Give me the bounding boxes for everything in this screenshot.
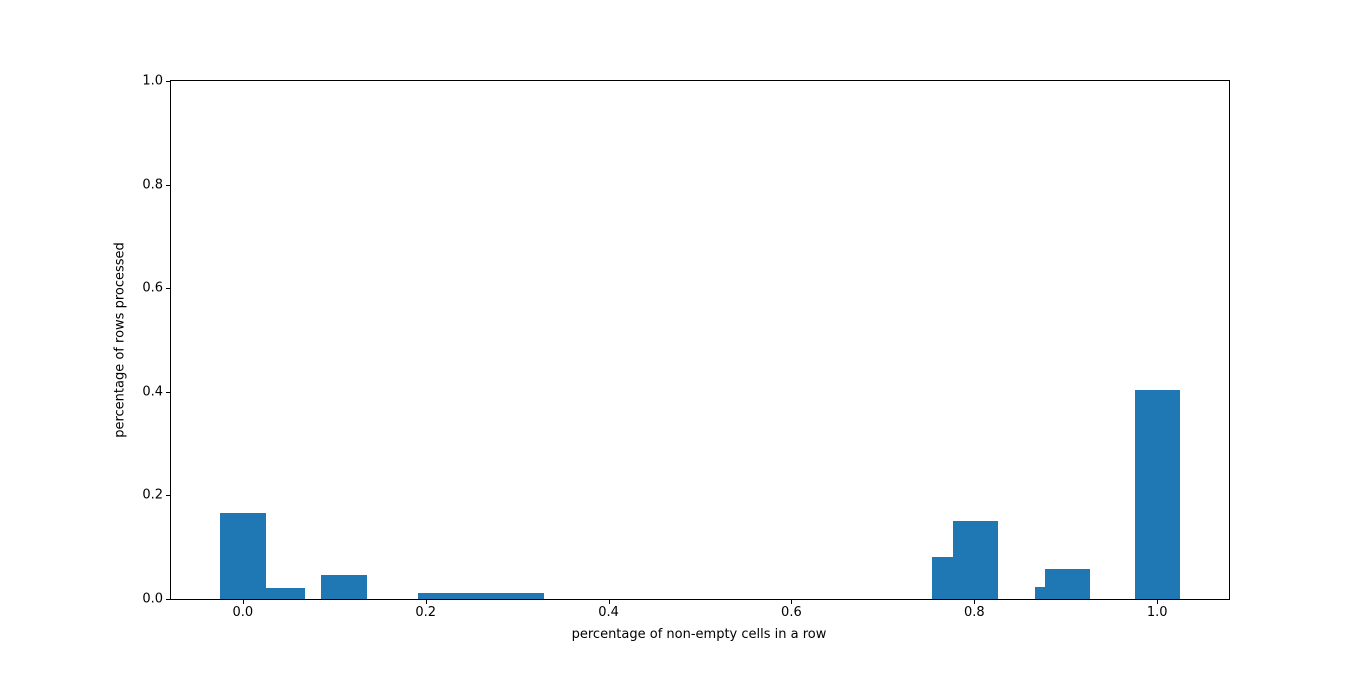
x-tick-mark	[974, 600, 976, 604]
y-tick-label: 0.4	[142, 384, 163, 400]
y-axis-label: percentage of rows processed	[112, 242, 128, 438]
x-tick-mark	[791, 600, 793, 604]
bar	[1044, 569, 1091, 599]
x-tick-label: 0.2	[415, 605, 437, 620]
bar	[498, 592, 545, 599]
y-tick-mark	[166, 81, 170, 82]
y-tick-label: 0.8	[142, 177, 163, 193]
x-tick-label: 0.8	[963, 605, 985, 620]
x-tick-mark	[1157, 600, 1159, 604]
bar	[259, 587, 306, 599]
y-tick-mark	[166, 495, 170, 497]
x-tick-label: 0.4	[598, 605, 619, 620]
y-tick-mark	[166, 184, 170, 186]
y-tick-mark	[166, 391, 170, 393]
x-tick-label: 1.0	[1146, 605, 1168, 620]
x-axis-label: percentage of non-empty cells in a row	[571, 627, 827, 642]
bar	[418, 592, 464, 599]
bar	[952, 520, 999, 599]
y-tick-mark	[166, 599, 170, 600]
bar	[458, 592, 505, 599]
bar	[321, 574, 368, 599]
x-tick-mark	[242, 600, 244, 604]
y-tick-label: 0.6	[142, 280, 163, 296]
bar	[1134, 390, 1181, 599]
y-tick-label: 0.2	[142, 487, 163, 503]
y-tick-label: 1.0	[142, 73, 163, 89]
x-tick-mark	[425, 600, 427, 604]
plot-area	[170, 80, 1230, 600]
bar	[219, 512, 266, 599]
x-tick-label: 0.6	[781, 605, 802, 620]
y-tick-mark	[166, 288, 170, 290]
x-tick-mark	[608, 600, 610, 604]
x-tick-label: 0.0	[232, 605, 254, 620]
y-tick-label: 0.0	[142, 591, 163, 607]
